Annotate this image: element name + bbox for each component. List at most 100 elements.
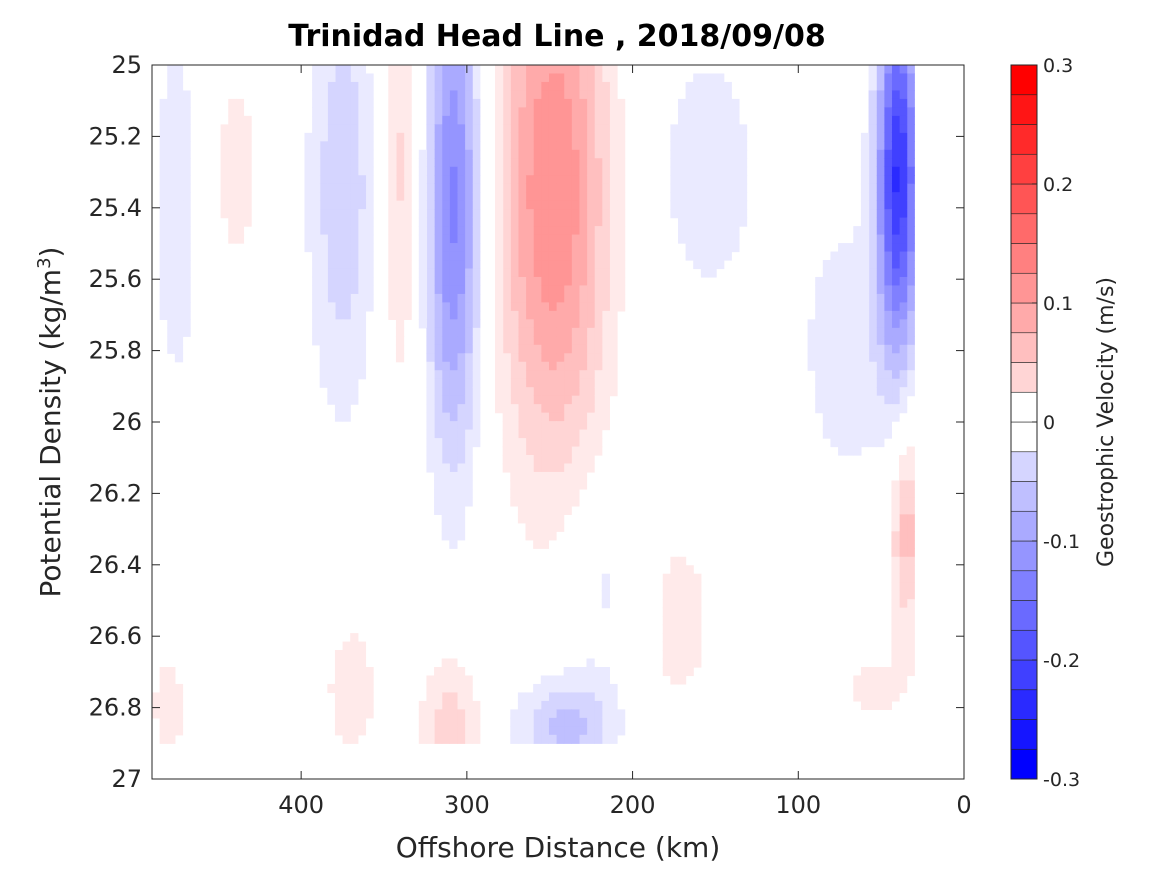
contour-cell <box>891 175 900 185</box>
contour-cell <box>723 200 732 210</box>
contour-cell <box>868 666 877 677</box>
contour-cell <box>312 124 321 134</box>
contour-cell <box>540 336 549 346</box>
contour-cell <box>594 327 603 337</box>
contour-cell <box>899 226 908 236</box>
contour-cell <box>868 115 877 125</box>
contour-cell <box>594 310 603 320</box>
contour-cell <box>456 404 466 414</box>
contour-cell <box>533 370 542 380</box>
contour-cell <box>426 158 435 168</box>
contour-cell <box>365 217 374 227</box>
contour-cell <box>685 658 694 668</box>
contour-cell <box>548 73 557 83</box>
contour-cell <box>815 319 824 329</box>
contour-cell <box>228 115 237 125</box>
contour-cell <box>159 734 168 744</box>
contour-cell <box>357 344 367 354</box>
contour-cell <box>357 700 367 710</box>
contour-cell <box>700 81 710 92</box>
contour-cell <box>731 166 740 176</box>
contour-cell <box>548 734 557 744</box>
contour-cell <box>868 98 877 108</box>
contour-cell <box>395 260 405 270</box>
contour-cell <box>312 251 321 261</box>
contour-cell <box>899 556 908 566</box>
contour-cell <box>472 200 481 210</box>
contour-cell <box>342 683 351 694</box>
contour-cell <box>426 463 435 473</box>
contour-cell <box>876 243 885 253</box>
contour-cell <box>548 429 557 439</box>
contour-cell <box>388 183 397 193</box>
contour-cell <box>815 310 824 320</box>
contour-cell <box>586 310 595 320</box>
contour-cell <box>556 183 565 193</box>
contour-cell <box>807 344 816 354</box>
contour-cell <box>891 260 900 270</box>
contour-cell <box>456 717 466 727</box>
contour-cell <box>495 183 504 193</box>
contour-cell <box>899 361 908 371</box>
contour-cell <box>495 353 504 363</box>
contour-cell <box>891 243 900 253</box>
contour-cell <box>540 124 549 134</box>
contour-cell <box>738 149 748 159</box>
contour-cell <box>502 370 511 380</box>
contour-cell <box>853 387 862 397</box>
contour-cell <box>815 387 824 397</box>
contour-cell <box>891 226 900 236</box>
contour-cell <box>441 709 450 719</box>
contour-cell <box>883 276 893 287</box>
contour-cell <box>388 302 397 312</box>
contour-cell <box>815 404 824 414</box>
contour-cell <box>449 132 458 142</box>
contour-cell <box>152 692 161 702</box>
contour-cell <box>616 209 626 219</box>
contour-cell <box>601 226 610 236</box>
contour-cell <box>540 107 549 117</box>
contour-cell <box>693 616 702 626</box>
contour-cell <box>434 115 443 125</box>
contour-cell <box>319 336 328 346</box>
contour-cell <box>319 310 328 320</box>
contour-cell <box>868 438 877 448</box>
contour-cell <box>876 395 885 405</box>
contour-cell <box>548 344 557 354</box>
contour-cell <box>395 115 405 125</box>
contour-cell <box>159 192 168 202</box>
contour-cell <box>716 158 725 168</box>
contour-cell <box>357 370 367 380</box>
contour-cell <box>838 268 847 278</box>
contour-cell <box>578 675 588 685</box>
contour-cell <box>449 700 458 710</box>
contour-cell <box>357 666 367 677</box>
contour-cell <box>853 412 862 422</box>
contour-cell <box>571 709 580 719</box>
contour-cell <box>533 166 542 176</box>
contour-cell <box>601 573 610 583</box>
contour-cell <box>899 395 908 405</box>
contour-cell <box>891 607 900 617</box>
contour-cell <box>312 243 321 253</box>
contour-cell <box>860 387 870 397</box>
contour-cell <box>609 370 618 380</box>
contour-cell <box>319 124 328 134</box>
contour-cell <box>426 700 435 710</box>
contour-cell <box>525 531 534 541</box>
contour-cell <box>677 607 687 617</box>
contour-cell <box>540 471 549 482</box>
contour-cell <box>891 132 900 142</box>
contour-cell <box>578 226 588 236</box>
contour-cell <box>571 344 580 354</box>
contour-cell <box>449 497 458 507</box>
contour-cell <box>342 717 351 727</box>
contour-cell <box>517 446 527 456</box>
contour-cell <box>571 175 580 185</box>
contour-cell <box>357 268 367 278</box>
contour-cell <box>677 582 687 592</box>
contour-cell <box>174 251 184 261</box>
contour-cell <box>540 709 549 719</box>
contour-cell <box>495 310 504 320</box>
contour-cell <box>906 302 915 312</box>
